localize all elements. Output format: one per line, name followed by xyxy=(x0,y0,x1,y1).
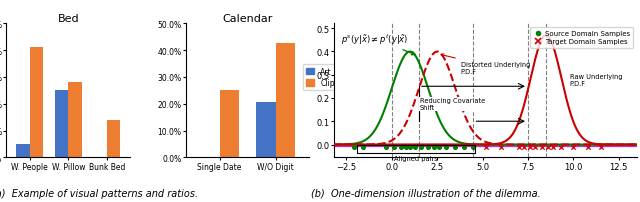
Point xyxy=(582,145,593,149)
Point xyxy=(530,145,540,149)
Point xyxy=(595,145,605,149)
Text: Reducing Covariate
Shift: Reducing Covariate Shift xyxy=(420,98,485,111)
Point xyxy=(416,145,426,149)
Text: $p^s(y|\tilde{x}) \neq p^t(y|\tilde{x})$: $p^s(y|\tilde{x}) \neq p^t(y|\tilde{x})$ xyxy=(341,33,415,56)
Point xyxy=(556,145,566,149)
Legend: Source Domain Samples, Target Domain Samples: Source Domain Samples, Target Domain Sam… xyxy=(530,28,634,49)
Point xyxy=(481,145,492,149)
Point xyxy=(525,145,535,149)
Text: Raw Underlying
P.D.F: Raw Underlying P.D.F xyxy=(570,73,622,86)
Point xyxy=(396,145,406,149)
Point xyxy=(423,145,433,149)
Point xyxy=(460,145,470,149)
Bar xyxy=(29,48,43,158)
Point xyxy=(410,145,420,149)
Title: Calendar: Calendar xyxy=(223,14,273,23)
Bar xyxy=(68,83,82,158)
Text: (a)  Example of visual patterns and ratios.: (a) Example of visual patterns and ratio… xyxy=(0,188,198,198)
Point xyxy=(568,145,579,149)
Bar xyxy=(276,44,296,158)
Text: Aligned pairs: Aligned pairs xyxy=(394,155,438,161)
Bar xyxy=(107,120,120,158)
Point xyxy=(441,145,451,149)
Point xyxy=(450,145,460,149)
Point xyxy=(358,145,368,149)
Point xyxy=(543,145,553,149)
Point xyxy=(519,145,529,149)
Point xyxy=(401,145,412,149)
Title: Bed: Bed xyxy=(58,14,79,23)
Bar xyxy=(55,91,68,158)
Point xyxy=(468,145,479,149)
Point xyxy=(405,145,415,149)
Point xyxy=(434,145,444,149)
Point xyxy=(381,145,392,149)
Bar xyxy=(256,103,276,158)
Point xyxy=(388,145,399,149)
Bar xyxy=(220,91,239,158)
Point xyxy=(428,145,438,149)
Point xyxy=(495,145,506,149)
Point xyxy=(349,145,359,149)
Point xyxy=(538,145,548,149)
Point xyxy=(548,145,559,149)
Legend: Art, Clipart: Art, Clipart xyxy=(303,64,349,91)
Bar xyxy=(16,144,29,158)
Point xyxy=(514,145,524,149)
Text: (b)  One-dimension illustration of the dilemma.: (b) One-dimension illustration of the di… xyxy=(311,188,540,198)
Text: Distorted Underlying
P.D.F: Distorted Underlying P.D.F xyxy=(441,55,530,75)
